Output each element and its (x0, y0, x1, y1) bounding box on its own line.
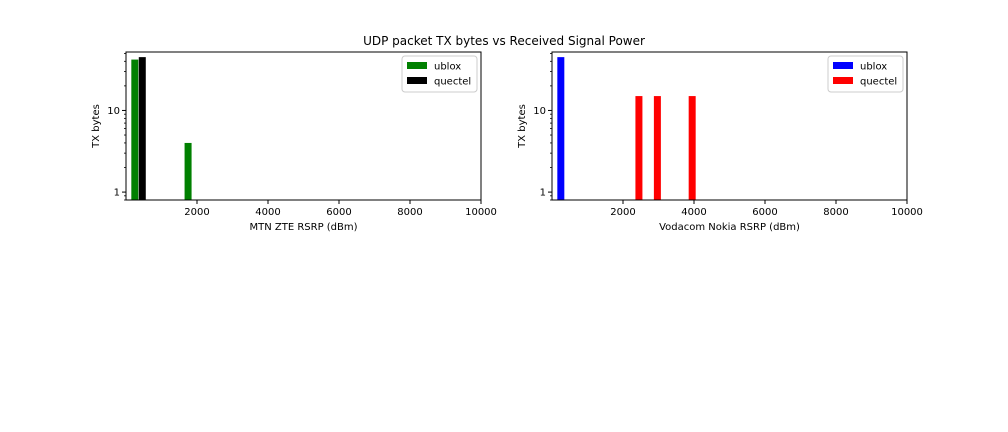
x-tick-label: 10000 (891, 207, 923, 218)
y-tick-label: 1 (540, 188, 546, 199)
figure-title: UDP packet TX bytes vs Received Signal P… (363, 34, 645, 48)
left-chart-panel: 2000 4000 6000 8000 10000 1 10 MTN ZTE RSRP (dB… (91, 51, 497, 233)
legend: ublox quectel (827, 55, 904, 93)
legend-label-quectel: quectel (860, 77, 897, 88)
x-axis-label: MTN ZTE RSRP (dBm) (249, 222, 357, 233)
y-axis-label: TX bytes (517, 104, 528, 149)
bar-quectel-0 (635, 96, 643, 200)
bar-ublox-0 (557, 57, 565, 201)
legend-swatch-ublox (833, 62, 853, 69)
x-tick-label: 10000 (465, 207, 497, 218)
legend-label-quectel: quectel (434, 77, 471, 88)
legend-swatch-quectel (407, 77, 427, 84)
x-tick-label: 6000 (752, 207, 777, 218)
bar-ublox-0 (131, 59, 139, 201)
legend-label-ublox: ublox (434, 62, 461, 73)
legend: ublox quectel (401, 55, 478, 93)
legend-swatch-quectel (833, 77, 853, 84)
x-axis-label: Vodacom Nokia RSRP (dBm) (659, 222, 800, 233)
legend-swatch-ublox (407, 62, 427, 69)
x-tick-label: 6000 (326, 207, 351, 218)
bar-quectel-1 (653, 96, 661, 200)
y-axis-label: TX bytes (91, 104, 102, 149)
x-tick-label: 2000 (610, 207, 635, 218)
legend-label-ublox: ublox (860, 62, 887, 73)
x-tick-label: 8000 (397, 207, 422, 218)
right-chart-panel: 2000 4000 6000 8000 10000 1 10 Vodacom Nokia RS… (517, 51, 923, 233)
plot-frame (551, 51, 908, 201)
bar-quectel-0 (138, 57, 146, 201)
bar-quectel-2 (688, 96, 696, 200)
y-tick-label: 1 (114, 188, 120, 199)
plot-frame (125, 51, 482, 201)
bar-ublox-1 (184, 142, 192, 200)
y-tick-label: 10 (533, 106, 546, 117)
x-tick-label: 2000 (184, 207, 209, 218)
y-tick-label: 10 (107, 106, 120, 117)
x-tick-label: 8000 (823, 207, 848, 218)
x-tick-label: 4000 (255, 207, 280, 218)
x-tick-label: 4000 (681, 207, 706, 218)
